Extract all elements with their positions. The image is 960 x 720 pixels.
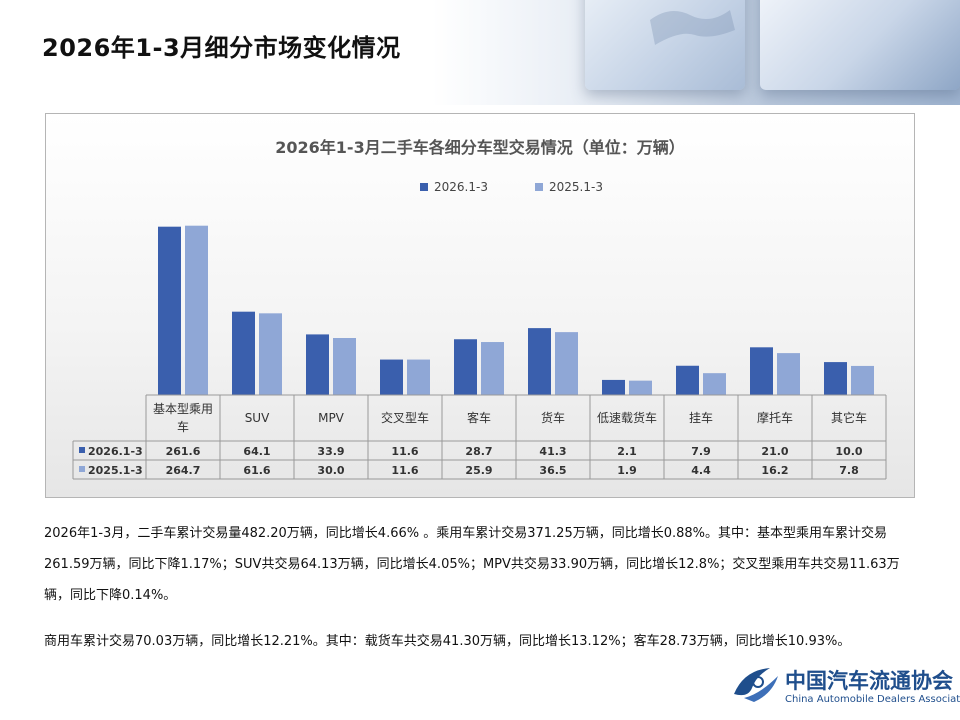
bar-0-1 [232,311,255,395]
legend-swatch-2026 [420,183,428,191]
bar-1-3 [407,359,430,395]
category-label: MPV [318,411,345,425]
data-label: 28.7 [465,445,492,458]
globe-icon [650,10,735,45]
bar-1-7 [703,373,726,395]
legend-label: 2025.1-3 [549,180,603,194]
bar-1-0 [185,225,208,395]
bar-chart: 基本型乘用车 SUV MPV 交叉型车 客车 货车 低速载货车 挂车 摩托车 其它车 2026.1-… [72,225,887,480]
bar-0-4 [454,339,477,395]
cada-logo: 中国汽车流通协会 China Automobile Dealers Associ… [730,662,960,710]
bar-1-1 [259,313,282,395]
summary-paragraph-commercial: 商用车累计交易70.03万辆，同比增长12.21%。其中：载货车共交易41.30… [44,626,924,657]
bar-1-9 [851,365,874,395]
cada-logo-mark [734,668,778,702]
table-legend-swatch [79,466,85,472]
chart-legend: 2026.1-3 2025.1-3 [46,180,914,196]
bar-0-6 [602,379,625,395]
bar-1-8 [777,353,800,395]
category-label: 车 [177,419,189,434]
decorative-cube [585,0,745,90]
data-label: 16.2 [761,464,788,477]
bar-0-8 [750,347,773,395]
category-label: 基本型乘用 [153,402,213,416]
summary-text: 2026年1-3月，二手车累计交易量482.20万辆，同比增长4.66% 。乘用… [44,526,900,603]
data-label: 7.8 [839,464,859,477]
bar-0-7 [676,365,699,395]
category-label: 摩托车 [757,410,793,425]
bar-1-6 [629,380,652,395]
category-label: 货车 [541,410,565,425]
logo-name-en: China Automobile Dealers Association [785,694,960,705]
chart-panel: 2026年1-3月二手车各细分车型交易情况（单位：万辆） 2026.1-3 20… [45,113,915,498]
chart-title: 2026年1-3月二手车各细分车型交易情况（单位：万辆） [275,138,685,157]
data-label: 10.0 [835,445,862,458]
data-label: 7.9 [691,445,711,458]
data-label: 36.5 [539,464,566,477]
data-label: 11.6 [391,464,418,477]
data-label: 25.9 [465,464,492,477]
data-label: 33.9 [317,445,344,458]
category-label: 其它车 [831,410,867,425]
bar-0-9 [824,362,847,395]
bar-1-5 [555,332,578,395]
data-label: 264.7 [166,464,201,477]
category-label: 挂车 [689,410,713,425]
legend-label: 2026.1-3 [434,180,488,194]
data-label: 261.6 [166,445,201,458]
category-label: 客车 [467,410,491,425]
decorative-cube [760,0,960,90]
data-label: 11.6 [391,445,418,458]
data-label: 4.4 [691,464,711,477]
table-series-label: 2025.1-3 [88,464,143,477]
summary-paragraph-passenger: 2026年1-3月，二手车累计交易量482.20万辆，同比增长4.66% 。乘用… [44,518,924,611]
bar-0-3 [380,359,403,395]
data-label: 41.3 [539,445,566,458]
data-label: 30.0 [317,464,344,477]
page-title: 2026年1-3月细分市场变化情况 [42,34,401,62]
category-label: SUV [245,411,270,425]
legend-swatch-2025 [535,183,543,191]
bar-0-2 [306,334,329,395]
data-label: 61.6 [243,464,270,477]
bar-0-0 [158,226,181,395]
category-label: 低速载货车 [597,410,657,425]
legend-item-2026: 2026.1-3 [420,180,488,194]
summary-text: 商用车累计交易70.03万辆，同比增长12.21%。其中：载货车共交易41.30… [44,634,851,649]
header-banner: 2026年1-3月细分市场变化情况 [0,0,960,105]
bar-0-5 [528,328,551,395]
data-label: 2.1 [617,445,637,458]
logo-name-cn: 中国汽车流通协会 [785,668,953,693]
category-label: 交叉型车 [381,410,429,425]
data-label: 1.9 [617,464,637,477]
table-series-label: 2026.1-3 [88,445,143,458]
data-label: 21.0 [761,445,788,458]
legend-item-2025: 2025.1-3 [535,180,603,194]
table-legend-swatch [79,447,85,453]
bar-1-2 [333,338,356,395]
bar-1-4 [481,342,504,395]
data-label: 64.1 [243,445,270,458]
